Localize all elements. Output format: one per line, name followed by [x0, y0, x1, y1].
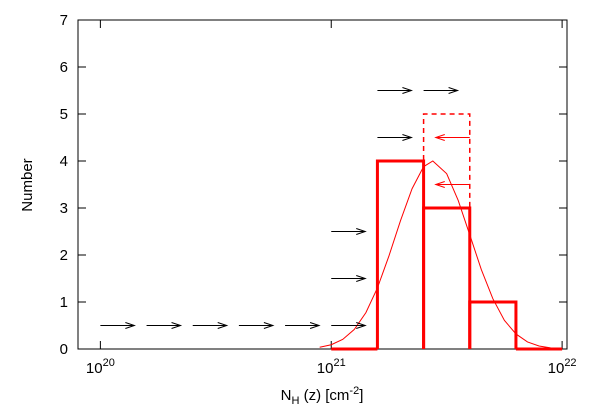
limit-arrow [285, 322, 321, 329]
plot-frame [77, 19, 568, 350]
y-tick-label: 4 [60, 153, 68, 170]
x-label-sub: H [291, 395, 299, 407]
limit-arrow [238, 322, 275, 329]
limit-arrow [377, 87, 414, 94]
x-tick-label: 1022 [548, 357, 577, 377]
histogram-bin [375, 159, 426, 349]
upper-bin [422, 113, 471, 349]
histogram-bin [422, 206, 472, 349]
limit-arrow [434, 134, 470, 141]
y-tick-label: 2 [60, 247, 68, 264]
limit-arrow [331, 275, 367, 282]
limit-arrow [100, 322, 136, 329]
limit-arrow [377, 134, 414, 141]
y-tick-label: 7 [60, 12, 68, 29]
limit-arrow [192, 322, 229, 329]
x-label-end: ] [359, 387, 363, 404]
x-tick-base: 10 [317, 360, 334, 377]
x-label-main: N [281, 387, 292, 404]
x-tick-label: 1020 [86, 357, 115, 377]
limit-arrow [331, 228, 367, 235]
x-tick-base: 10 [548, 360, 565, 377]
x-label-sup: -2 [349, 385, 359, 397]
x-tick-base: 10 [86, 360, 103, 377]
limit-arrow [146, 322, 183, 329]
fit-curve [319, 160, 563, 350]
histogram-bin [468, 300, 518, 349]
x-tick-exponent: 22 [564, 357, 576, 369]
x-label-mid: (z) [cm [299, 387, 349, 404]
y-tick-label: 5 [60, 106, 68, 123]
limit-arrow [434, 181, 470, 188]
y-axis-label: Number [19, 158, 36, 211]
limit-arrow [423, 87, 460, 94]
y-tick-label: 0 [60, 341, 68, 358]
x-tick-label: 1021 [317, 357, 346, 377]
y-tick-label: 3 [60, 200, 68, 217]
y-tick-label: 6 [60, 59, 68, 76]
limit-arrow [331, 322, 367, 329]
x-axis-label: NH (z) [cm-2] [281, 385, 364, 407]
y-tick-label: 1 [60, 294, 68, 311]
x-tick-exponent: 20 [103, 357, 115, 369]
x-tick-exponent: 21 [333, 357, 345, 369]
